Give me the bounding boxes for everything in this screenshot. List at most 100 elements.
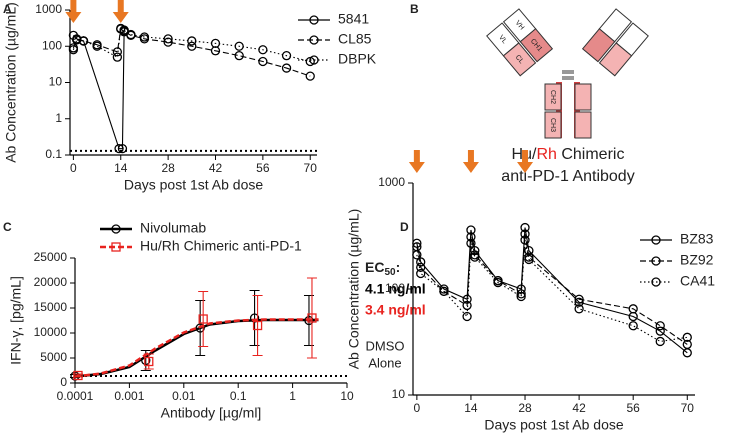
point — [655, 326, 665, 336]
point — [68, 45, 79, 55]
y-tick-label: 100 — [385, 281, 405, 295]
point — [112, 52, 123, 62]
legend-label: DBPK — [338, 51, 377, 67]
point — [304, 315, 314, 326]
y-tick-label: 0 — [60, 375, 67, 389]
title-part: Chimeric — [557, 146, 625, 163]
point — [466, 238, 476, 248]
point — [234, 51, 244, 61]
ec50-label: EC50: — [365, 259, 400, 278]
y-tick-label: 0.1 — [45, 147, 62, 161]
point — [198, 314, 208, 324]
dose-arrow — [462, 150, 479, 173]
series-line — [416, 233, 688, 345]
y-tick-label: 100 — [42, 38, 62, 52]
domain-label: CL — [514, 54, 525, 65]
x-tick-label: 1 — [289, 389, 296, 403]
panel-label: C — [3, 220, 12, 234]
y-tick-label: 1 — [55, 111, 62, 125]
y-tick-label: 1000 — [378, 175, 405, 189]
domain-label: VL — [497, 34, 508, 45]
legend-marker — [309, 35, 319, 45]
point — [72, 35, 82, 45]
ec50-text: EC — [365, 259, 384, 275]
error-bar — [73, 373, 83, 378]
y-tick-label: 25000 — [34, 250, 68, 264]
x-tick-label: 56 — [627, 401, 641, 415]
point — [144, 356, 154, 367]
point — [305, 71, 315, 81]
legend-marker — [111, 242, 121, 252]
y-tick-label: 10 — [49, 75, 63, 89]
point — [520, 229, 530, 239]
point — [470, 252, 480, 262]
point — [258, 56, 268, 67]
point — [655, 336, 665, 347]
diagram-title: Hu/Rh Chimeric — [512, 146, 625, 163]
point — [92, 41, 102, 51]
x-tick-label: 42 — [209, 161, 223, 175]
legend-marker — [651, 235, 661, 245]
point — [187, 36, 197, 46]
error-bar — [198, 290, 209, 348]
error-bar — [143, 353, 154, 370]
y-axis-title: IFN-γ, [pg/mL] — [8, 276, 24, 365]
x-axis-title: Antibody [µg/ml] — [161, 405, 262, 421]
point — [252, 320, 263, 331]
point — [574, 297, 584, 307]
point — [628, 321, 638, 331]
series-line — [416, 227, 688, 354]
legend-label: Hu/Rh Chimeric anti-PD-1 — [140, 238, 302, 254]
y-tick-label: 10 — [392, 387, 406, 401]
legend-marker — [309, 15, 319, 25]
y-axis-title: Ab Concentration (µg/mL) — [346, 209, 362, 370]
point — [139, 32, 150, 42]
point — [281, 63, 292, 73]
reference-label: Alone — [368, 355, 401, 370]
point — [114, 143, 124, 154]
point — [195, 323, 205, 333]
x-tick-label: 28 — [161, 161, 175, 175]
fit-curve — [74, 318, 319, 378]
point — [466, 225, 476, 235]
series-line — [72, 27, 311, 77]
dose-arrow — [408, 150, 425, 173]
series-line — [72, 27, 311, 63]
point — [163, 37, 173, 47]
domain-label: VH — [514, 20, 526, 32]
legend-marker — [651, 277, 661, 287]
x-tick-label: 0 — [70, 161, 77, 175]
point — [493, 277, 503, 288]
x-tick-label: 0 — [414, 401, 421, 415]
legend-label: 5841 — [338, 11, 369, 27]
point — [305, 56, 315, 67]
point — [628, 304, 638, 314]
x-tick-label: 56 — [256, 161, 270, 175]
y-tick-label: 20000 — [34, 275, 68, 289]
legend-marker — [111, 224, 121, 234]
y-tick-label: 1000 — [35, 2, 62, 16]
ec50-value: 4.1 ng/ml — [365, 281, 426, 297]
y-axis-title: Ab Concentration (µg/mL) — [3, 2, 19, 163]
point — [655, 321, 665, 331]
point — [119, 25, 129, 36]
point — [439, 286, 449, 297]
point — [73, 370, 83, 381]
ec50-sub: 50 — [384, 267, 396, 278]
panel-label: A — [3, 2, 12, 16]
legend-label: CL85 — [338, 31, 372, 47]
legend-label: CA41 — [680, 273, 715, 289]
x-tick-label: 14 — [114, 161, 128, 175]
point — [281, 51, 292, 61]
ec50-value: 3.4 ng/ml — [365, 302, 426, 318]
diagram-subtitle: anti-PD-1 Antibody — [501, 168, 634, 185]
y-tick-label: 10000 — [34, 325, 68, 339]
point — [516, 291, 526, 302]
point — [117, 143, 128, 154]
point — [416, 268, 426, 279]
point — [126, 29, 136, 40]
series-line — [416, 239, 688, 343]
panel-label: D — [400, 220, 409, 234]
y-tick-label: 15000 — [34, 300, 68, 314]
